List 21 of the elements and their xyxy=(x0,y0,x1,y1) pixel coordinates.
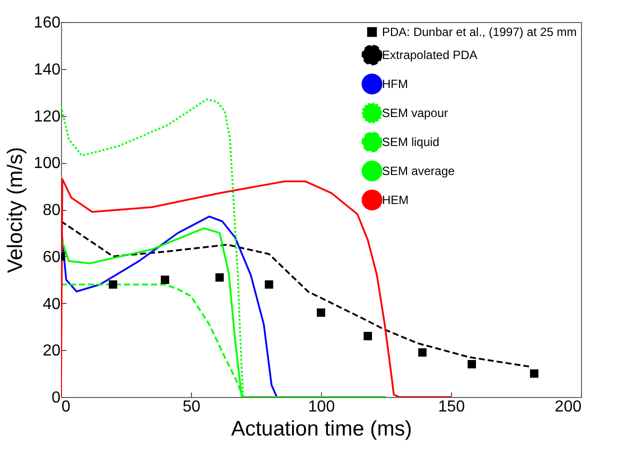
x-axis-title: Actuation time (ms) xyxy=(231,418,412,440)
y-tick-label: 20 xyxy=(42,342,61,360)
y-tick-label: 140 xyxy=(34,61,61,78)
x-tick-label: 150 xyxy=(438,398,465,416)
y-tick-label: 80 xyxy=(42,202,61,219)
x-tick-label: 50 xyxy=(182,398,200,416)
legend-label: HFM xyxy=(382,77,408,91)
legend-label: PDA: Dunbar et al., (1997) at 25 mm xyxy=(382,25,577,39)
legend-label: SEM liquid xyxy=(382,135,440,149)
legend-label: SEM vapour xyxy=(382,106,448,120)
legend-label: HEM xyxy=(382,193,409,207)
legend-label: SEM average xyxy=(382,164,456,178)
x-tick-label: 200 xyxy=(554,398,582,416)
y-axis-title: Velocity (m/s) xyxy=(4,146,27,274)
y-tick-label: 60 xyxy=(42,248,61,266)
y-tick-label: 40 xyxy=(42,296,61,313)
y-tick-label: 100 xyxy=(34,155,61,172)
y-tick-label: 120 xyxy=(34,108,61,126)
legend-label: Extrapolated PDA xyxy=(382,48,478,62)
y-tick-label: 160 xyxy=(34,14,61,32)
x-tick-label: 100 xyxy=(308,398,335,416)
